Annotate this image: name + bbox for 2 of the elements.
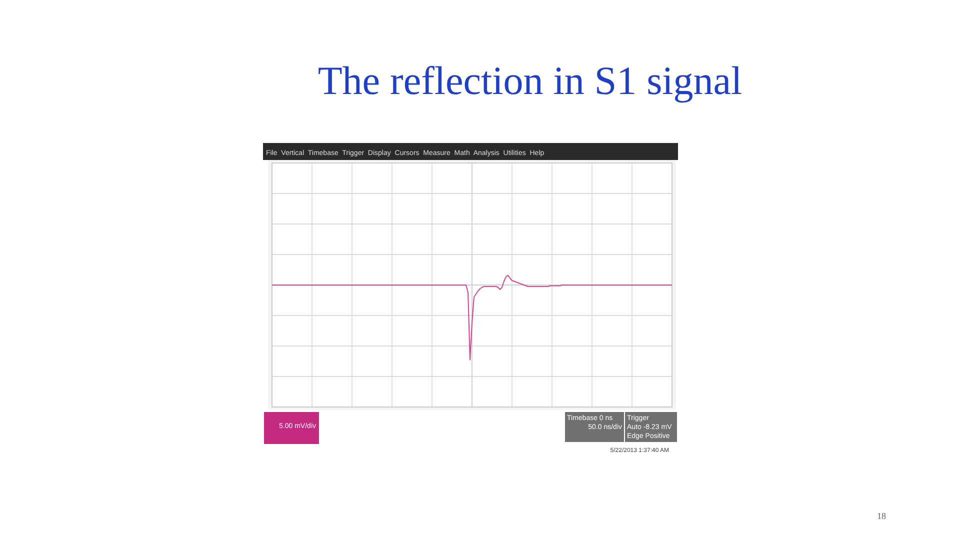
text: 18	[877, 511, 886, 521]
chart-title: The reflection in S1 signal	[318, 58, 742, 103]
